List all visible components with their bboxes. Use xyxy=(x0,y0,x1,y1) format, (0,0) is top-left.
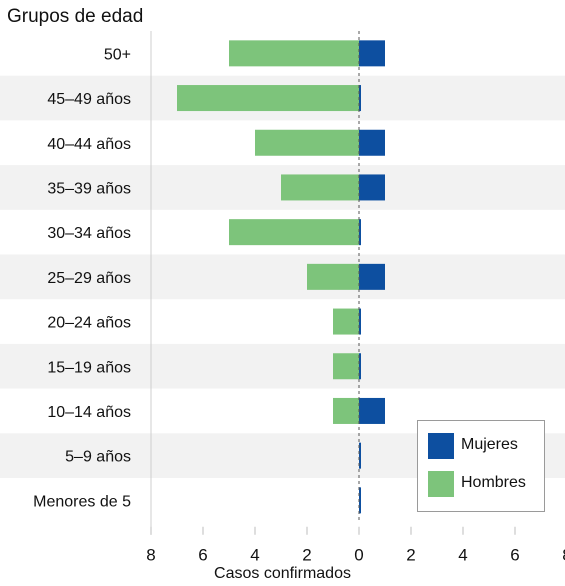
x-tick-label: 6 xyxy=(198,546,207,565)
bar-hombres xyxy=(177,85,359,112)
category-label: Menores de 5 xyxy=(33,493,131,510)
bar-mujeres xyxy=(359,129,385,156)
bar-mujeres xyxy=(359,263,385,290)
x-tick-label: 2 xyxy=(406,546,415,565)
category-label: 25–29 años xyxy=(47,270,131,287)
x-tick-label: 4 xyxy=(250,546,259,565)
category-label: 45–49 años xyxy=(47,91,131,108)
bar-mujeres xyxy=(359,442,361,469)
row-band xyxy=(0,254,565,300)
bar-mujeres xyxy=(359,40,385,67)
x-tick-label: 6 xyxy=(510,546,519,565)
bar-hombres xyxy=(255,129,359,156)
category-label: 5–9 años xyxy=(65,449,131,466)
legend-label-hombres: Hombres xyxy=(461,474,526,491)
category-label: 35–39 años xyxy=(47,180,131,197)
bar-mujeres xyxy=(359,308,361,335)
bar-hombres xyxy=(333,397,359,424)
bar-hombres xyxy=(333,353,359,380)
legend: Mujeres Hombres xyxy=(417,420,545,512)
bar-hombres xyxy=(229,219,359,246)
x-tick-labels: 8 6 4 2 0 2 4 6 8 xyxy=(146,526,565,565)
x-tick-label: 0 xyxy=(354,546,363,565)
bar-mujeres xyxy=(359,397,385,424)
row-band xyxy=(0,343,565,389)
x-tick-label: 4 xyxy=(458,546,467,565)
bar-mujeres xyxy=(359,219,361,246)
x-tick-label: 8 xyxy=(146,546,155,565)
category-label: 20–24 años xyxy=(47,315,131,332)
legend-swatch-hombres xyxy=(428,471,454,497)
bar-mujeres xyxy=(359,487,361,514)
legend-label-mujeres: Mujeres xyxy=(461,436,518,453)
x-tick-label: 8 xyxy=(562,546,565,565)
bar-hombres xyxy=(333,308,359,335)
bar-mujeres xyxy=(359,353,361,380)
bars xyxy=(177,31,385,523)
bar-hombres xyxy=(281,174,359,201)
category-label: 30–34 años xyxy=(47,225,131,242)
bar-hombres xyxy=(229,40,359,67)
x-tick-label: 2 xyxy=(302,546,311,565)
category-label: 15–19 años xyxy=(47,359,131,376)
chart-title: Grupos de edad xyxy=(7,6,144,27)
category-label: 50+ xyxy=(104,46,131,63)
bar-mujeres xyxy=(359,174,385,201)
category-labels: 50+ 45–49 años 40–44 años 35–39 años 30–34 a… xyxy=(33,46,131,510)
bar-mujeres xyxy=(359,85,361,112)
category-label: 10–14 años xyxy=(47,404,131,421)
category-label: 40–44 años xyxy=(47,136,131,153)
x-axis-label: Casos confirmados xyxy=(214,565,351,582)
legend-swatch-mujeres xyxy=(428,433,454,459)
bar-hombres xyxy=(307,263,359,290)
